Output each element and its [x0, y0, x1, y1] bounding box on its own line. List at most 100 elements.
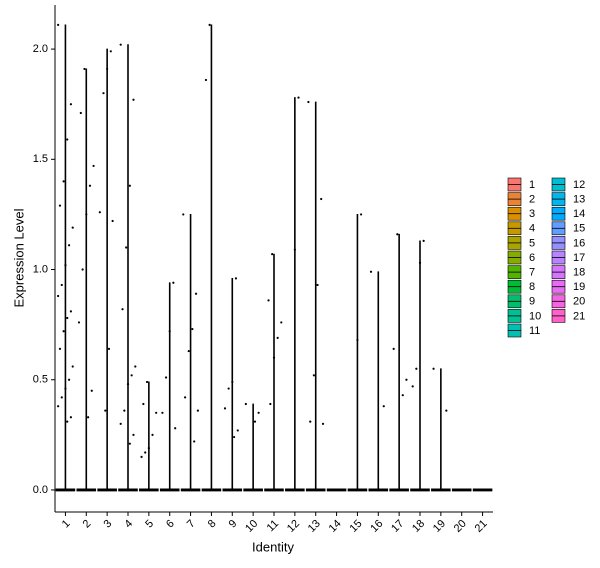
violin	[97, 48, 117, 492]
violin	[139, 381, 159, 492]
legend-label: 20	[573, 296, 585, 308]
point	[102, 92, 105, 95]
y-tick-label: 0.0	[33, 484, 48, 496]
violin	[285, 97, 305, 492]
x-tick-label: 14	[327, 518, 344, 535]
point	[134, 365, 137, 368]
point	[432, 367, 435, 370]
x-tick-label: 11	[265, 518, 282, 535]
point	[71, 226, 74, 229]
point	[58, 204, 62, 207]
point	[64, 264, 67, 267]
point	[312, 374, 315, 377]
violin	[305, 101, 326, 492]
point	[445, 409, 448, 412]
point	[64, 387, 67, 390]
point	[267, 299, 270, 302]
legend-label: 4	[529, 223, 535, 235]
point	[382, 405, 385, 408]
x-tick-label: 4	[122, 518, 135, 531]
point	[85, 213, 88, 216]
point	[142, 402, 145, 406]
point	[155, 411, 158, 414]
point	[147, 446, 150, 450]
point	[321, 422, 325, 425]
point	[151, 433, 154, 436]
point	[244, 402, 247, 406]
point	[208, 23, 211, 26]
y-tick-label: 1.5	[33, 153, 48, 165]
point	[392, 347, 395, 350]
point	[194, 292, 198, 295]
x-tick-label: 9	[227, 518, 240, 531]
violin	[180, 214, 201, 492]
point	[62, 330, 65, 333]
point	[253, 420, 257, 423]
point	[187, 349, 190, 353]
violin	[55, 24, 76, 492]
point	[57, 23, 60, 26]
x-tick-label: 15	[347, 518, 364, 535]
legend-label: 12	[573, 179, 585, 191]
violin	[243, 403, 263, 492]
point	[107, 347, 111, 350]
violin	[347, 214, 368, 492]
point	[227, 387, 230, 390]
point	[276, 336, 279, 339]
y-axis-title: Expression Level	[11, 208, 26, 307]
point	[269, 402, 272, 406]
point	[307, 100, 310, 104]
point	[369, 270, 373, 273]
point	[280, 321, 283, 324]
legend-label: 6	[529, 252, 535, 264]
point	[183, 396, 187, 399]
point	[422, 239, 425, 242]
point	[104, 409, 107, 412]
x-tick-label: 5	[143, 518, 156, 531]
point	[66, 420, 69, 423]
point	[126, 383, 130, 386]
point	[60, 283, 63, 287]
x-axis-title: Identity	[252, 539, 294, 554]
y-tick-label: 0.5	[33, 374, 48, 386]
x-tick-label: 10	[243, 518, 260, 535]
x-tick-label: 12	[285, 518, 302, 535]
point	[234, 277, 238, 280]
point	[191, 327, 194, 331]
legend-label: 19	[573, 281, 585, 293]
legend-label: 16	[573, 237, 585, 249]
legend-label: 17	[573, 252, 585, 264]
x-tick-label: 17	[389, 518, 406, 535]
point	[119, 422, 122, 425]
x-tick-label: 1	[60, 518, 73, 531]
legend-label: 3	[529, 208, 535, 220]
x-tick-label: 19	[431, 518, 448, 535]
point	[356, 338, 359, 342]
point	[174, 427, 177, 430]
x-tick-label: 21	[473, 518, 490, 535]
violin	[201, 24, 222, 492]
point	[405, 378, 408, 381]
legend-label: 21	[573, 310, 585, 322]
x-tick-label: 7	[185, 518, 198, 531]
point	[316, 283, 319, 287]
point	[130, 374, 133, 377]
point	[271, 252, 274, 256]
point	[111, 219, 114, 223]
point	[223, 407, 227, 410]
point	[60, 396, 63, 399]
point	[401, 394, 404, 397]
point	[293, 248, 296, 251]
point	[161, 411, 164, 414]
point	[359, 213, 363, 216]
legend-label: 2	[529, 194, 535, 206]
point	[168, 330, 171, 333]
point	[418, 261, 422, 265]
point	[145, 380, 149, 384]
point	[90, 389, 93, 392]
point	[69, 310, 73, 313]
point	[69, 103, 73, 106]
point	[98, 211, 101, 214]
point	[204, 78, 208, 82]
point	[128, 184, 131, 187]
